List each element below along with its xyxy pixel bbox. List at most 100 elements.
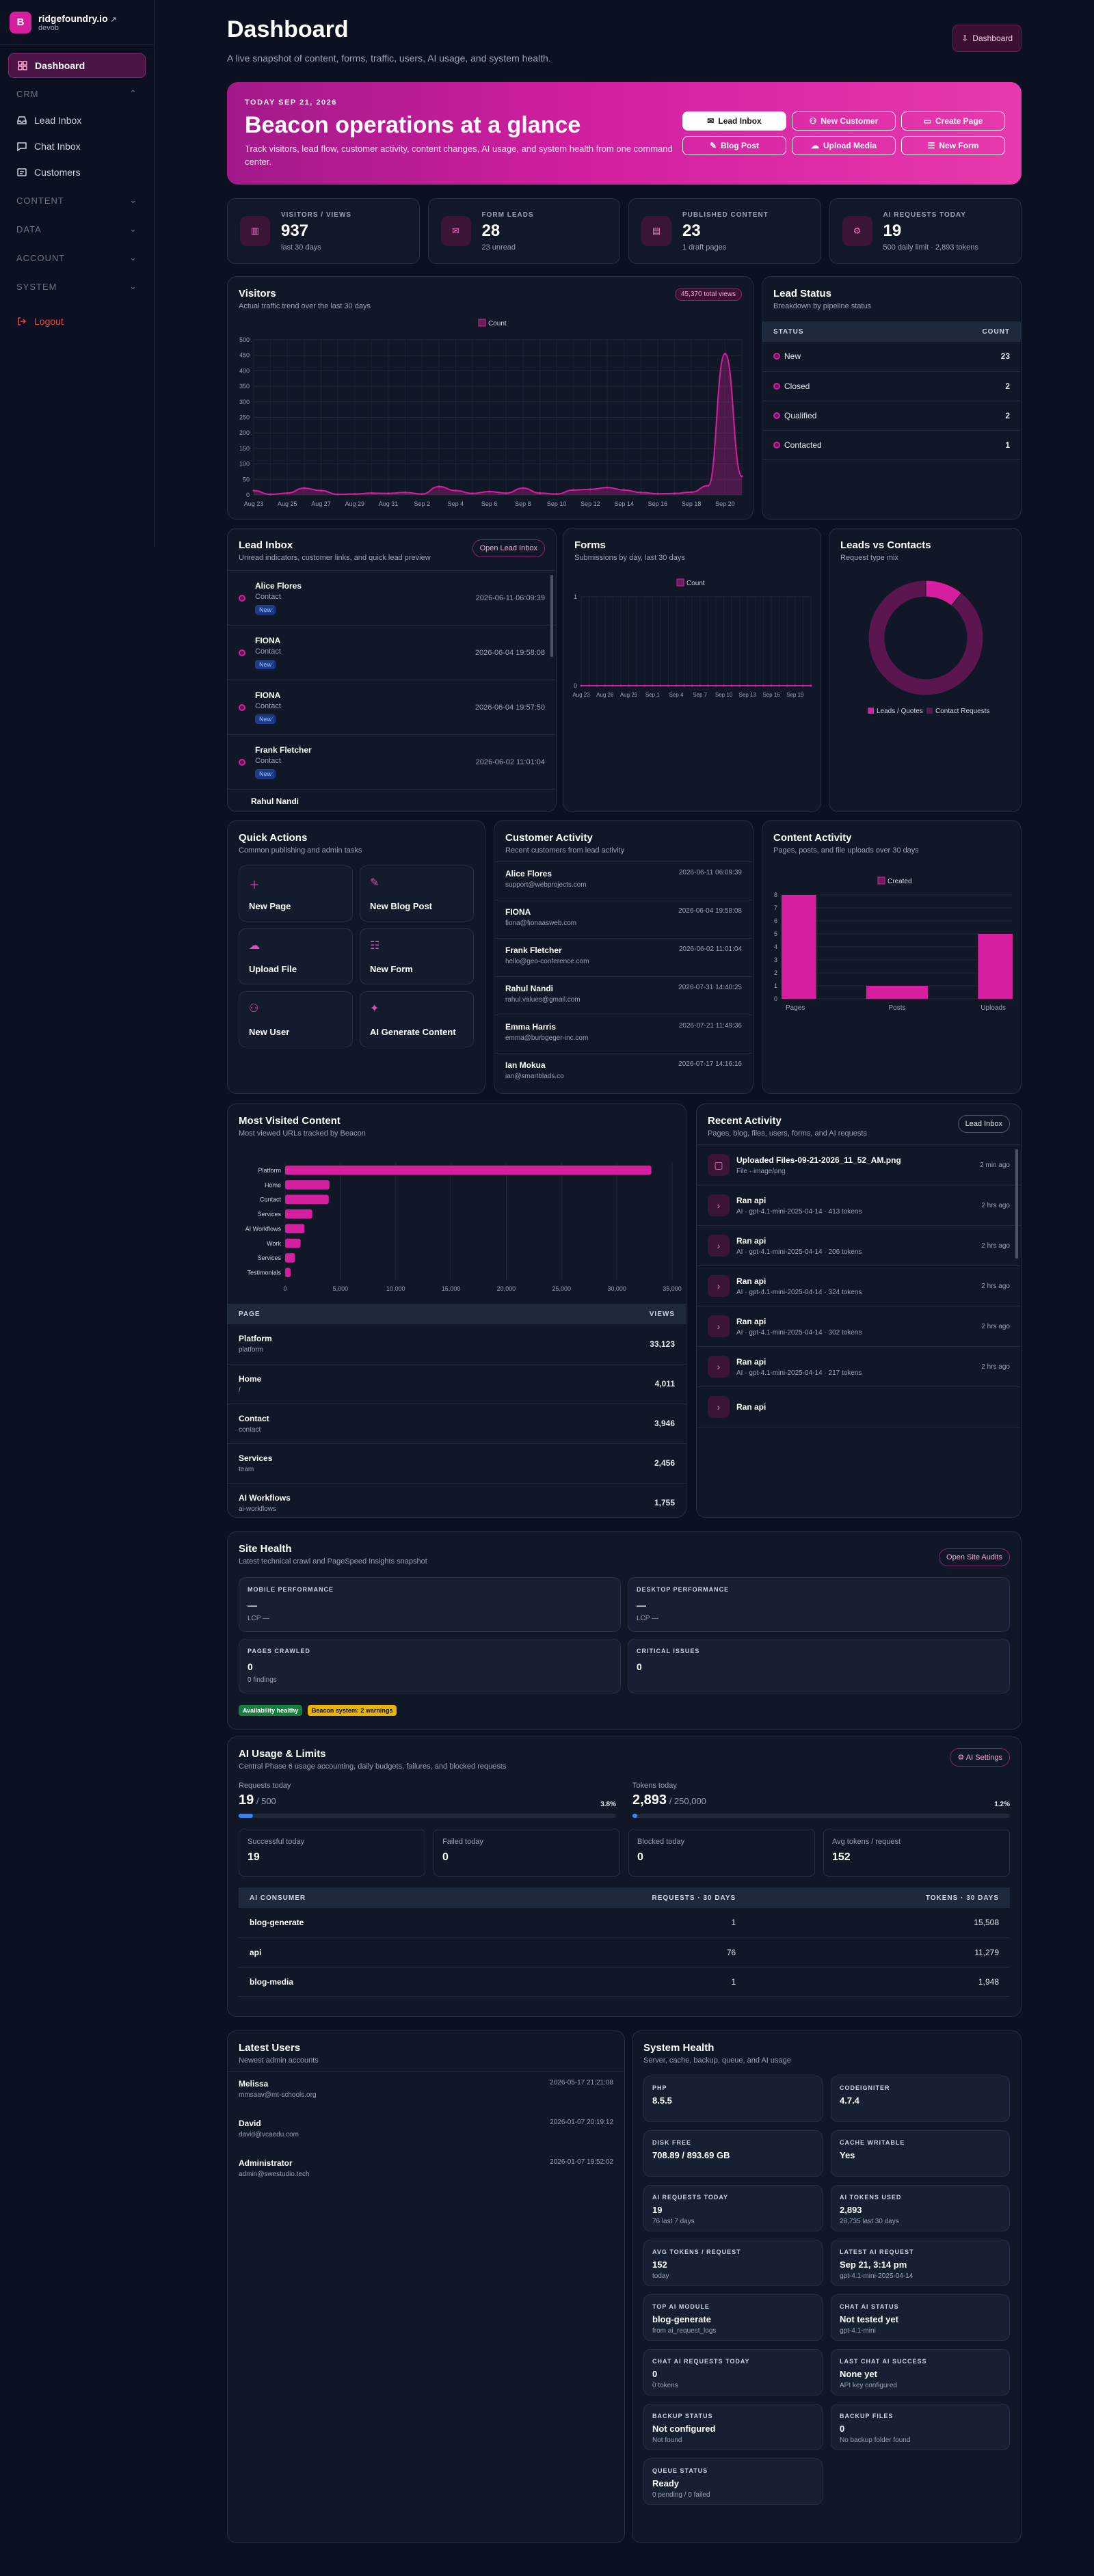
- table-row[interactable]: Contact contact 3,946: [228, 1404, 686, 1444]
- legend-label: Leads / Quotes: [877, 708, 923, 715]
- nav-group-crm[interactable]: CRM ⌃: [8, 81, 146, 107]
- stat-card-visitors[interactable]: ▥ VISITORS / VIEWS 937 last 30 days: [227, 198, 420, 264]
- ai-generate-action[interactable]: ✦ AI Generate Content: [360, 991, 474, 1047]
- sidebar-item-customers[interactable]: Customers: [8, 160, 146, 185]
- upload-media-button[interactable]: ☁ Upload Media: [792, 136, 896, 155]
- table-row[interactable]: New 23: [762, 342, 1021, 372]
- sidebar-item-label: Customers: [34, 167, 81, 178]
- main-content: Dashboard A live snapshot of content, fo…: [227, 0, 1022, 264]
- metric-sub: gpt-4.1-mini: [840, 2327, 876, 2335]
- logout-button[interactable]: Logout: [8, 309, 146, 334]
- list-item[interactable]: FIONA Contact New 2026-06-04 19:58:08: [228, 626, 556, 680]
- x-tick-label: 20,000: [497, 1285, 516, 1292]
- list-item[interactable]: Ian Mokua ian@smartblads.co 2026-07-17 14:…: [494, 1054, 753, 1092]
- list-item[interactable]: Frank Fletcher hello@geo-conference.com 20…: [494, 939, 753, 977]
- list-item[interactable]: Frank Fletcher Contact New 2026-06-02 11:01…: [228, 735, 556, 790]
- nav-group-data[interactable]: DATA ⌄: [8, 216, 146, 242]
- stat-card-form-leads[interactable]: ✉ FORM LEADS 28 23 unread: [427, 198, 620, 264]
- dashboard-button[interactable]: ⇩ Dashboard: [952, 25, 1022, 52]
- metric-label: CHAT AI REQUESTS TODAY: [652, 2358, 750, 2365]
- table-row[interactable]: Home / 4,011: [228, 1364, 686, 1404]
- external-link-icon[interactable]: ↗: [110, 15, 117, 24]
- list-item[interactable]: › Ran api AI · gpt-4.1-mini-2025-04-14 · 3…: [697, 1306, 1021, 1347]
- scrollbar[interactable]: [550, 575, 553, 657]
- lead-inbox-link[interactable]: Lead Inbox: [957, 1115, 1010, 1133]
- button-label: Create Page: [935, 116, 983, 126]
- create-page-button[interactable]: ▭ Create Page: [901, 111, 1005, 131]
- sidebar-item-chat-inbox[interactable]: Chat Inbox: [8, 134, 146, 159]
- list-item[interactable]: › Ran api AI · gpt-4.1-mini-2025-04-14 · 2…: [697, 1347, 1021, 1387]
- new-customer-button[interactable]: ⚇ New Customer: [792, 111, 896, 131]
- open-site-audits-button[interactable]: Open Site Audits: [939, 1548, 1010, 1566]
- new-form-action[interactable]: ☷ New Form: [360, 928, 474, 984]
- list-item[interactable]: FIONA Contact New 2026-06-04 19:57:50: [228, 680, 556, 735]
- critical-issues: CRITICAL ISSUES 0: [628, 1639, 1010, 1693]
- box-value: 0: [442, 1851, 449, 1863]
- button-label: Upload Media: [823, 141, 877, 150]
- metric-sub: LCP —: [248, 1615, 270, 1622]
- y-tick-label: Platform: [258, 1167, 281, 1174]
- col-requests: REQUESTS · 30 DAYS: [454, 1888, 747, 1908]
- bar: [285, 1253, 295, 1263]
- data-point: [639, 491, 642, 494]
- new-page-action[interactable]: ＋ New Page: [239, 866, 353, 922]
- list-item[interactable]: Rahul Nandi: [228, 790, 556, 811]
- metric-sub: No backup folder found: [840, 2437, 911, 2444]
- customer-email: hello@geo-conference.com: [505, 958, 589, 965]
- page-name: Home: [239, 1373, 262, 1384]
- list-item[interactable]: › Ran api AI · gpt-4.1-mini-2025-04-14 · 3…: [697, 1266, 1021, 1306]
- table-row[interactable]: blog-media 1 1,948: [239, 1967, 1010, 1997]
- document-icon: ▤: [641, 216, 671, 246]
- list-item[interactable]: Melissa mmsaav@mt-schools.org 2026-05-17 2…: [228, 2072, 624, 2112]
- list-item[interactable]: Emma Harris emma@burbgeger-inc.com 2026-07…: [494, 1015, 753, 1054]
- page-name: Platform: [239, 1334, 272, 1344]
- table-row[interactable]: Services team 2,456: [228, 1443, 686, 1484]
- system-metric: CACHE WRITABLE Yes: [831, 2130, 1010, 2177]
- list-item[interactable]: Alice Flores Contact New 2026-06-11 06:09:3…: [228, 571, 556, 626]
- list-item[interactable]: › Ran api: [697, 1387, 1021, 1427]
- card-title: Customer Activity: [505, 832, 593, 844]
- brand[interactable]: B ridgefoundry.io ↗ devob: [0, 0, 154, 45]
- new-user-action[interactable]: ⚇ New User: [239, 991, 353, 1047]
- list-item[interactable]: FIONA fiona@fionaasweb.com 2026-06-04 19:5…: [494, 900, 753, 939]
- list-item[interactable]: › Ran api AI · gpt-4.1-mini-2025-04-14 · 2…: [697, 1226, 1021, 1266]
- upload-file-action[interactable]: ☁ Upload File: [239, 928, 353, 984]
- metric-label: PAGES CRAWLED: [248, 1648, 310, 1654]
- new-blog-post-action[interactable]: ✎ New Blog Post: [360, 866, 474, 922]
- pie-slice: [868, 580, 984, 696]
- sidebar-item-lead-inbox[interactable]: Lead Inbox: [8, 108, 146, 133]
- lead-name: FIONA: [255, 636, 281, 645]
- list-item[interactable]: Rahul Nandi rahul.values@gmail.com 2026-07…: [494, 977, 753, 1015]
- table-row[interactable]: Closed 2: [762, 371, 1021, 401]
- stat-card-ai-requests[interactable]: ⚙ AI REQUESTS TODAY 19 500 daily limit · 2…: [829, 198, 1022, 264]
- requests-limit: / 500: [256, 1796, 276, 1806]
- list-item[interactable]: ▢ Uploaded Files-09-21-2026_11_52_AM.png F…: [697, 1145, 1021, 1185]
- list-item[interactable]: Administrator admin@swestudio.tech 2026-01…: [228, 2151, 624, 2191]
- data-point: [651, 684, 654, 687]
- table-row[interactable]: AI Workflows ai-workflows 1,755: [228, 1483, 686, 1517]
- ai-settings-button[interactable]: ⚙ AI Settings: [950, 1748, 1010, 1767]
- nav-group-content[interactable]: CONTENT ⌄: [8, 187, 146, 213]
- x-tick-label: Sep 16: [762, 692, 780, 698]
- nav-group-system[interactable]: SYSTEM ⌄: [8, 273, 146, 299]
- stat-card-published[interactable]: ▤ PUBLISHED CONTENT 23 1 draft pages: [628, 198, 821, 264]
- y-tick-label: Work: [267, 1240, 281, 1247]
- list-item[interactable]: › Ran api AI · gpt-4.1-mini-2025-04-14 · 4…: [697, 1185, 1021, 1226]
- table-row[interactable]: Platform platform 33,123: [228, 1324, 686, 1365]
- lead-inbox-button[interactable]: ✉ Lead Inbox: [682, 111, 786, 131]
- page-views: 3,946: [506, 1404, 686, 1444]
- table-row[interactable]: Contacted 1: [762, 430, 1021, 460]
- table-row[interactable]: Qualified 2: [762, 401, 1021, 431]
- list-item[interactable]: Alice Flores support@webprojects.com 2026-…: [494, 862, 753, 900]
- table-row[interactable]: blog-generate 1 15,508: [239, 1908, 1010, 1938]
- sidebar-item-dashboard[interactable]: Dashboard: [8, 53, 146, 78]
- blog-post-button[interactable]: ✎ Blog Post: [682, 136, 786, 155]
- open-lead-inbox-button[interactable]: Open Lead Inbox: [472, 539, 545, 557]
- data-point: [619, 684, 622, 687]
- nav-group-account[interactable]: ACCOUNT ⌄: [8, 245, 146, 271]
- status-count: 2: [913, 401, 1021, 431]
- new-form-button[interactable]: ☰ New Form: [901, 136, 1005, 155]
- list-item[interactable]: David david@vcaedu.com 2026-01-07 20:19:12: [228, 2112, 624, 2151]
- scrollbar[interactable]: [1015, 1149, 1018, 1259]
- table-row[interactable]: api 76 11,279: [239, 1937, 1010, 1968]
